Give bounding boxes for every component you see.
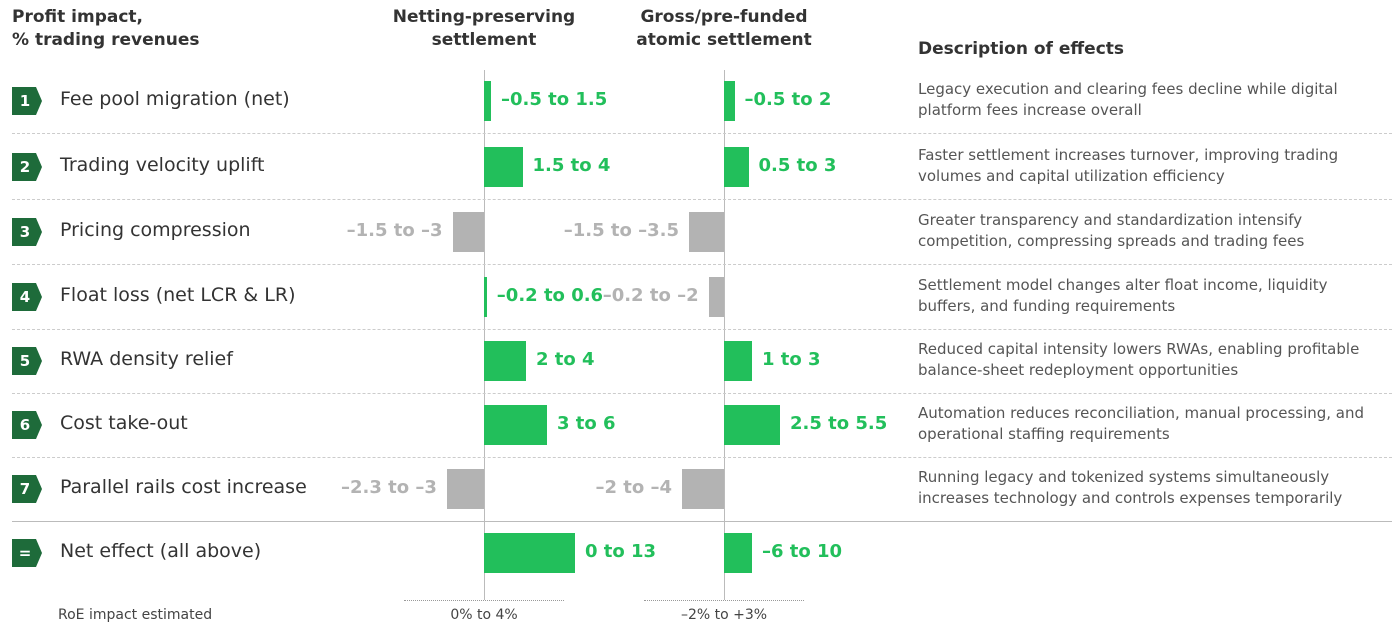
row-description: Running legacy and tokenized systems sim… xyxy=(918,468,1343,507)
bar xyxy=(484,277,487,317)
bar xyxy=(484,405,547,445)
series-name: Netting-preserving settlement xyxy=(392,7,576,50)
row-label: RWA density relief xyxy=(60,348,233,370)
row-badge: 2 xyxy=(12,153,42,181)
value-label: –0.2 to –2 xyxy=(602,285,699,306)
row-description: Greater transparency and standardization… xyxy=(918,211,1305,250)
bar xyxy=(446,469,484,509)
bar xyxy=(452,212,484,252)
value-label: 2.5 to 5.5 xyxy=(790,413,888,434)
bar xyxy=(484,533,575,573)
bar xyxy=(724,341,752,381)
row-description: Reduced capital intensity lowers RWAs, e… xyxy=(918,340,1360,379)
row-description: Automation reduces reconciliation, manua… xyxy=(918,404,1365,443)
y-label-1: Profit impact, xyxy=(12,7,144,27)
roe-label: 0% to 4% xyxy=(450,607,518,623)
row-description: Settlement model changes alter float inc… xyxy=(918,276,1328,315)
value-label: 0 to 13 xyxy=(585,541,657,562)
row-label: Cost take-out xyxy=(60,412,188,434)
row-description: Faster settlement increases turnover, im… xyxy=(918,146,1339,185)
footer-label: RoE impact estimated xyxy=(58,607,213,623)
bar xyxy=(484,147,523,187)
row-badge: = xyxy=(12,539,42,567)
row-badge: 4 xyxy=(12,283,42,311)
value-label: 1 to 3 xyxy=(762,349,821,370)
row-separator xyxy=(12,457,1392,458)
value-label: 0.5 to 3 xyxy=(758,155,837,176)
row-separator xyxy=(12,393,1392,394)
row-badge: 6 xyxy=(12,411,42,439)
row-label: Parallel rails cost increase xyxy=(60,476,307,498)
value-label: –2.3 to –3 xyxy=(340,477,437,498)
bar xyxy=(689,212,724,252)
bar xyxy=(682,469,724,509)
bar xyxy=(724,81,735,121)
bar xyxy=(484,341,526,381)
row-separator xyxy=(12,264,1392,265)
value-label: –1.5 to –3.5 xyxy=(563,220,679,241)
row-label: Pricing compression xyxy=(60,219,251,241)
row-label: Float loss (net LCR & LR) xyxy=(60,284,296,306)
row-separator xyxy=(12,199,1392,200)
value-label: –1.5 to –3 xyxy=(346,220,443,241)
row-separator xyxy=(12,329,1392,330)
bar xyxy=(708,277,724,317)
value-label: –0.5 to 1.5 xyxy=(501,89,608,110)
value-label: 3 to 6 xyxy=(557,413,616,434)
row-badge: 3 xyxy=(12,218,42,246)
bar xyxy=(484,81,491,121)
row-description: Legacy execution and clearing fees decli… xyxy=(918,80,1338,119)
value-label: –0.5 to 2 xyxy=(744,89,832,110)
row-separator xyxy=(12,133,1392,134)
description-title: Description of effects xyxy=(918,39,1125,59)
row-label: Trading velocity uplift xyxy=(60,154,265,176)
series-name: Gross/pre-funded atomic settlement xyxy=(636,7,812,50)
bar xyxy=(724,147,749,187)
roe-label: –2% to +3% xyxy=(680,607,768,623)
row-badge: 5 xyxy=(12,347,42,375)
bar xyxy=(724,405,780,445)
y-label-2: % trading revenues xyxy=(12,30,200,50)
bar xyxy=(724,533,752,573)
value-label: –2 to –4 xyxy=(595,477,672,498)
row-badge: 7 xyxy=(12,475,42,503)
value-label: –6 to 10 xyxy=(762,541,843,562)
value-label: 1.5 to 4 xyxy=(532,155,611,176)
value-label: 2 to 4 xyxy=(536,349,595,370)
row-label: Net effect (all above) xyxy=(60,540,262,562)
axis-line xyxy=(484,70,485,600)
axis-baseline xyxy=(404,600,564,601)
axis-line xyxy=(724,70,725,600)
row-label: Fee pool migration (net) xyxy=(60,88,290,110)
row-separator xyxy=(12,521,1392,522)
row-badge: 1 xyxy=(12,87,42,115)
value-label: –0.2 to 0.6 xyxy=(496,285,604,306)
axis-baseline xyxy=(644,600,804,601)
